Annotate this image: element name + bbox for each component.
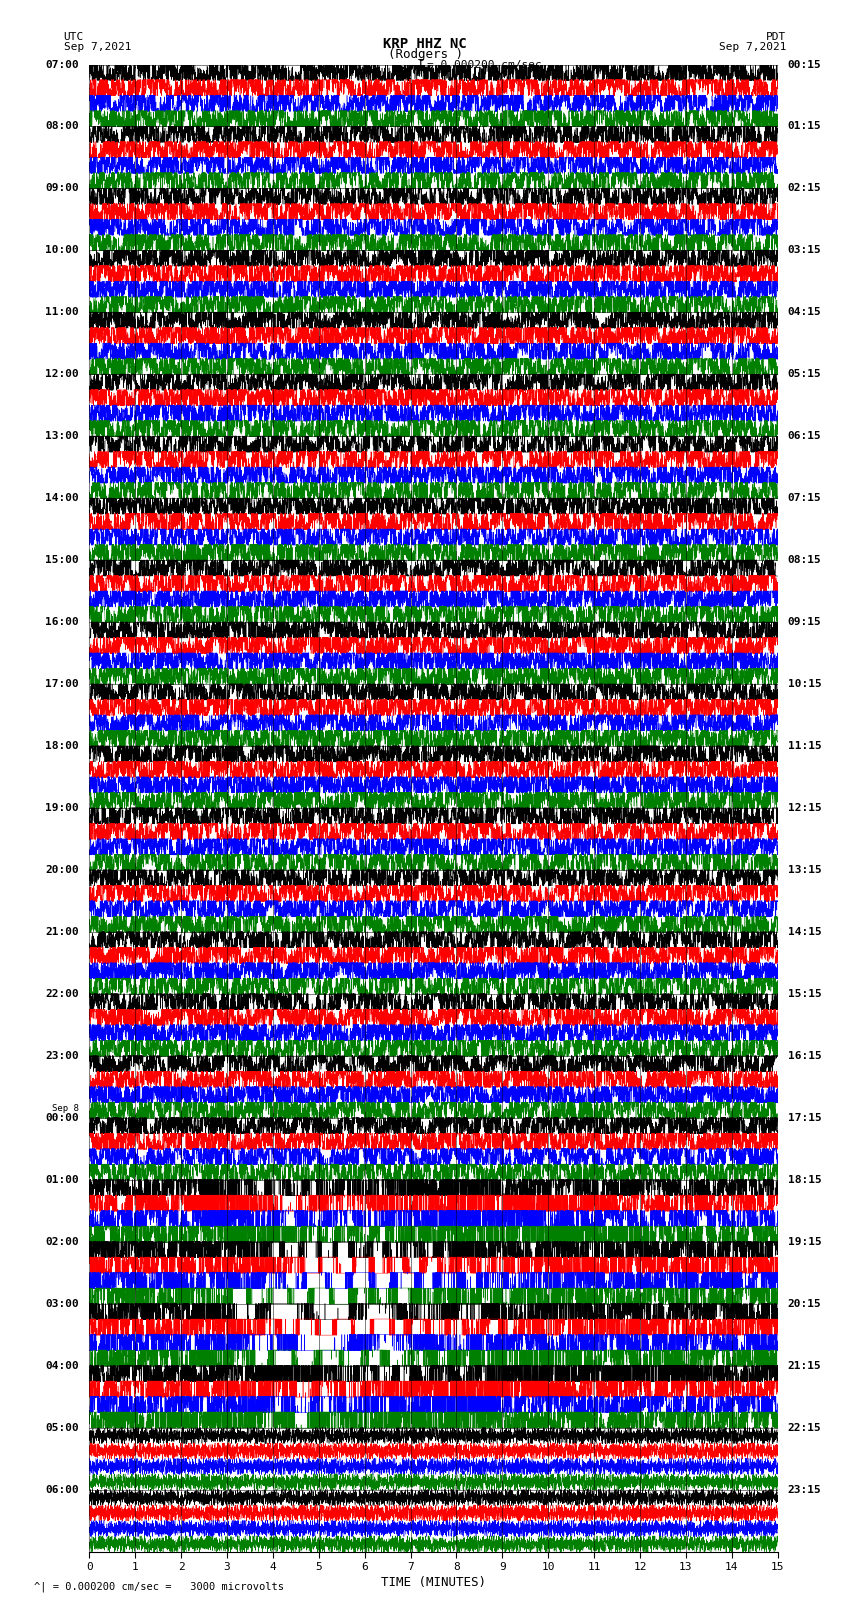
Text: 04:00: 04:00 (45, 1361, 79, 1371)
Text: 21:00: 21:00 (45, 927, 79, 937)
Text: 22:15: 22:15 (788, 1423, 822, 1432)
Text: 15:00: 15:00 (45, 555, 79, 565)
Text: Sep 8: Sep 8 (53, 1103, 79, 1113)
Text: 02:15: 02:15 (788, 184, 822, 194)
Text: PDT: PDT (766, 32, 786, 42)
Text: 06:15: 06:15 (788, 431, 822, 442)
Text: I: I (417, 58, 424, 71)
Text: 05:15: 05:15 (788, 369, 822, 379)
Text: 11:00: 11:00 (45, 308, 79, 318)
Text: 04:15: 04:15 (788, 308, 822, 318)
Text: KRP HHZ NC: KRP HHZ NC (383, 37, 467, 52)
X-axis label: TIME (MINUTES): TIME (MINUTES) (381, 1576, 486, 1589)
Text: 08:15: 08:15 (788, 555, 822, 565)
Text: 11:15: 11:15 (788, 740, 822, 752)
Text: 03:00: 03:00 (45, 1298, 79, 1308)
Text: = 0.000200 cm/sec: = 0.000200 cm/sec (427, 60, 541, 69)
Text: 10:15: 10:15 (788, 679, 822, 689)
Text: 05:00: 05:00 (45, 1423, 79, 1432)
Text: 10:00: 10:00 (45, 245, 79, 255)
Text: 19:00: 19:00 (45, 803, 79, 813)
Text: 20:15: 20:15 (788, 1298, 822, 1308)
Text: 06:00: 06:00 (45, 1484, 79, 1495)
Text: 16:00: 16:00 (45, 618, 79, 627)
Text: 09:00: 09:00 (45, 184, 79, 194)
Text: 14:00: 14:00 (45, 494, 79, 503)
Text: 13:15: 13:15 (788, 865, 822, 876)
Text: 23:15: 23:15 (788, 1484, 822, 1495)
Text: Sep 7,2021: Sep 7,2021 (64, 42, 131, 52)
Text: 02:00: 02:00 (45, 1237, 79, 1247)
Text: 03:15: 03:15 (788, 245, 822, 255)
Text: Sep 7,2021: Sep 7,2021 (719, 42, 786, 52)
Text: 07:00: 07:00 (45, 60, 79, 69)
Text: 13:00: 13:00 (45, 431, 79, 442)
Text: 09:15: 09:15 (788, 618, 822, 627)
Text: 16:15: 16:15 (788, 1052, 822, 1061)
Text: (Rodgers ): (Rodgers ) (388, 48, 462, 61)
Text: 17:15: 17:15 (788, 1113, 822, 1123)
Text: 00:00: 00:00 (45, 1113, 79, 1123)
Text: 01:00: 01:00 (45, 1174, 79, 1186)
Text: UTC: UTC (64, 32, 84, 42)
Text: ^| = 0.000200 cm/sec =   3000 microvolts: ^| = 0.000200 cm/sec = 3000 microvolts (34, 1581, 284, 1592)
Text: 07:15: 07:15 (788, 494, 822, 503)
Text: 19:15: 19:15 (788, 1237, 822, 1247)
Text: 22:00: 22:00 (45, 989, 79, 998)
Text: 17:00: 17:00 (45, 679, 79, 689)
Text: 12:00: 12:00 (45, 369, 79, 379)
Text: 12:15: 12:15 (788, 803, 822, 813)
Text: 00:15: 00:15 (788, 60, 822, 69)
Text: 14:15: 14:15 (788, 927, 822, 937)
Text: 15:15: 15:15 (788, 989, 822, 998)
Text: 18:15: 18:15 (788, 1174, 822, 1186)
Text: 23:00: 23:00 (45, 1052, 79, 1061)
Text: 20:00: 20:00 (45, 865, 79, 876)
Text: 01:15: 01:15 (788, 121, 822, 132)
Text: 21:15: 21:15 (788, 1361, 822, 1371)
Text: 08:00: 08:00 (45, 121, 79, 132)
Text: 18:00: 18:00 (45, 740, 79, 752)
